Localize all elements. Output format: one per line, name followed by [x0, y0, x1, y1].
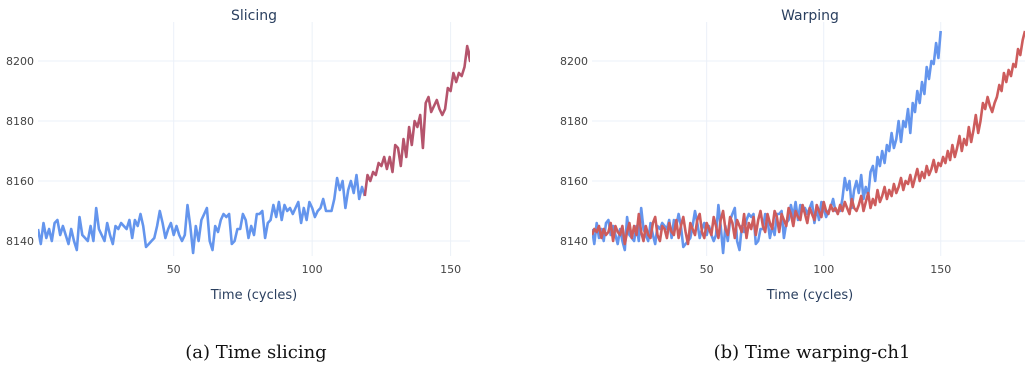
- y-tick-label: 8160: [6, 175, 34, 188]
- x-tick-label: 150: [930, 263, 951, 276]
- x-tick-label: 50: [167, 263, 181, 276]
- series-line-2: [363, 44, 470, 197]
- subfigure-caption: (b) Time warping-ch1: [714, 342, 911, 363]
- x-tick-label: 100: [302, 263, 323, 276]
- y-tick-label: 8180: [560, 115, 588, 128]
- chart-title: Warping: [781, 8, 839, 24]
- x-tick-label: 100: [813, 263, 834, 276]
- y-tick-label: 8180: [6, 115, 34, 128]
- y-tick-label: 8140: [560, 235, 588, 248]
- x-tick-label: 50: [700, 263, 714, 276]
- y-tick-label: 8140: [6, 235, 34, 248]
- subfigure-caption: (a) Time slicing: [185, 342, 326, 363]
- x-axis-label: Time (cycles): [210, 288, 297, 303]
- y-tick-label: 8200: [560, 55, 588, 68]
- y-tick-label: 8160: [560, 175, 588, 188]
- x-axis-label: Time (cycles): [766, 288, 853, 303]
- x-tick-label: 150: [440, 263, 461, 276]
- series-line-2: [592, 30, 1025, 246]
- series-line-1: [38, 173, 367, 255]
- y-tick-label: 8200: [6, 55, 34, 68]
- chart-title: Slicing: [231, 8, 277, 24]
